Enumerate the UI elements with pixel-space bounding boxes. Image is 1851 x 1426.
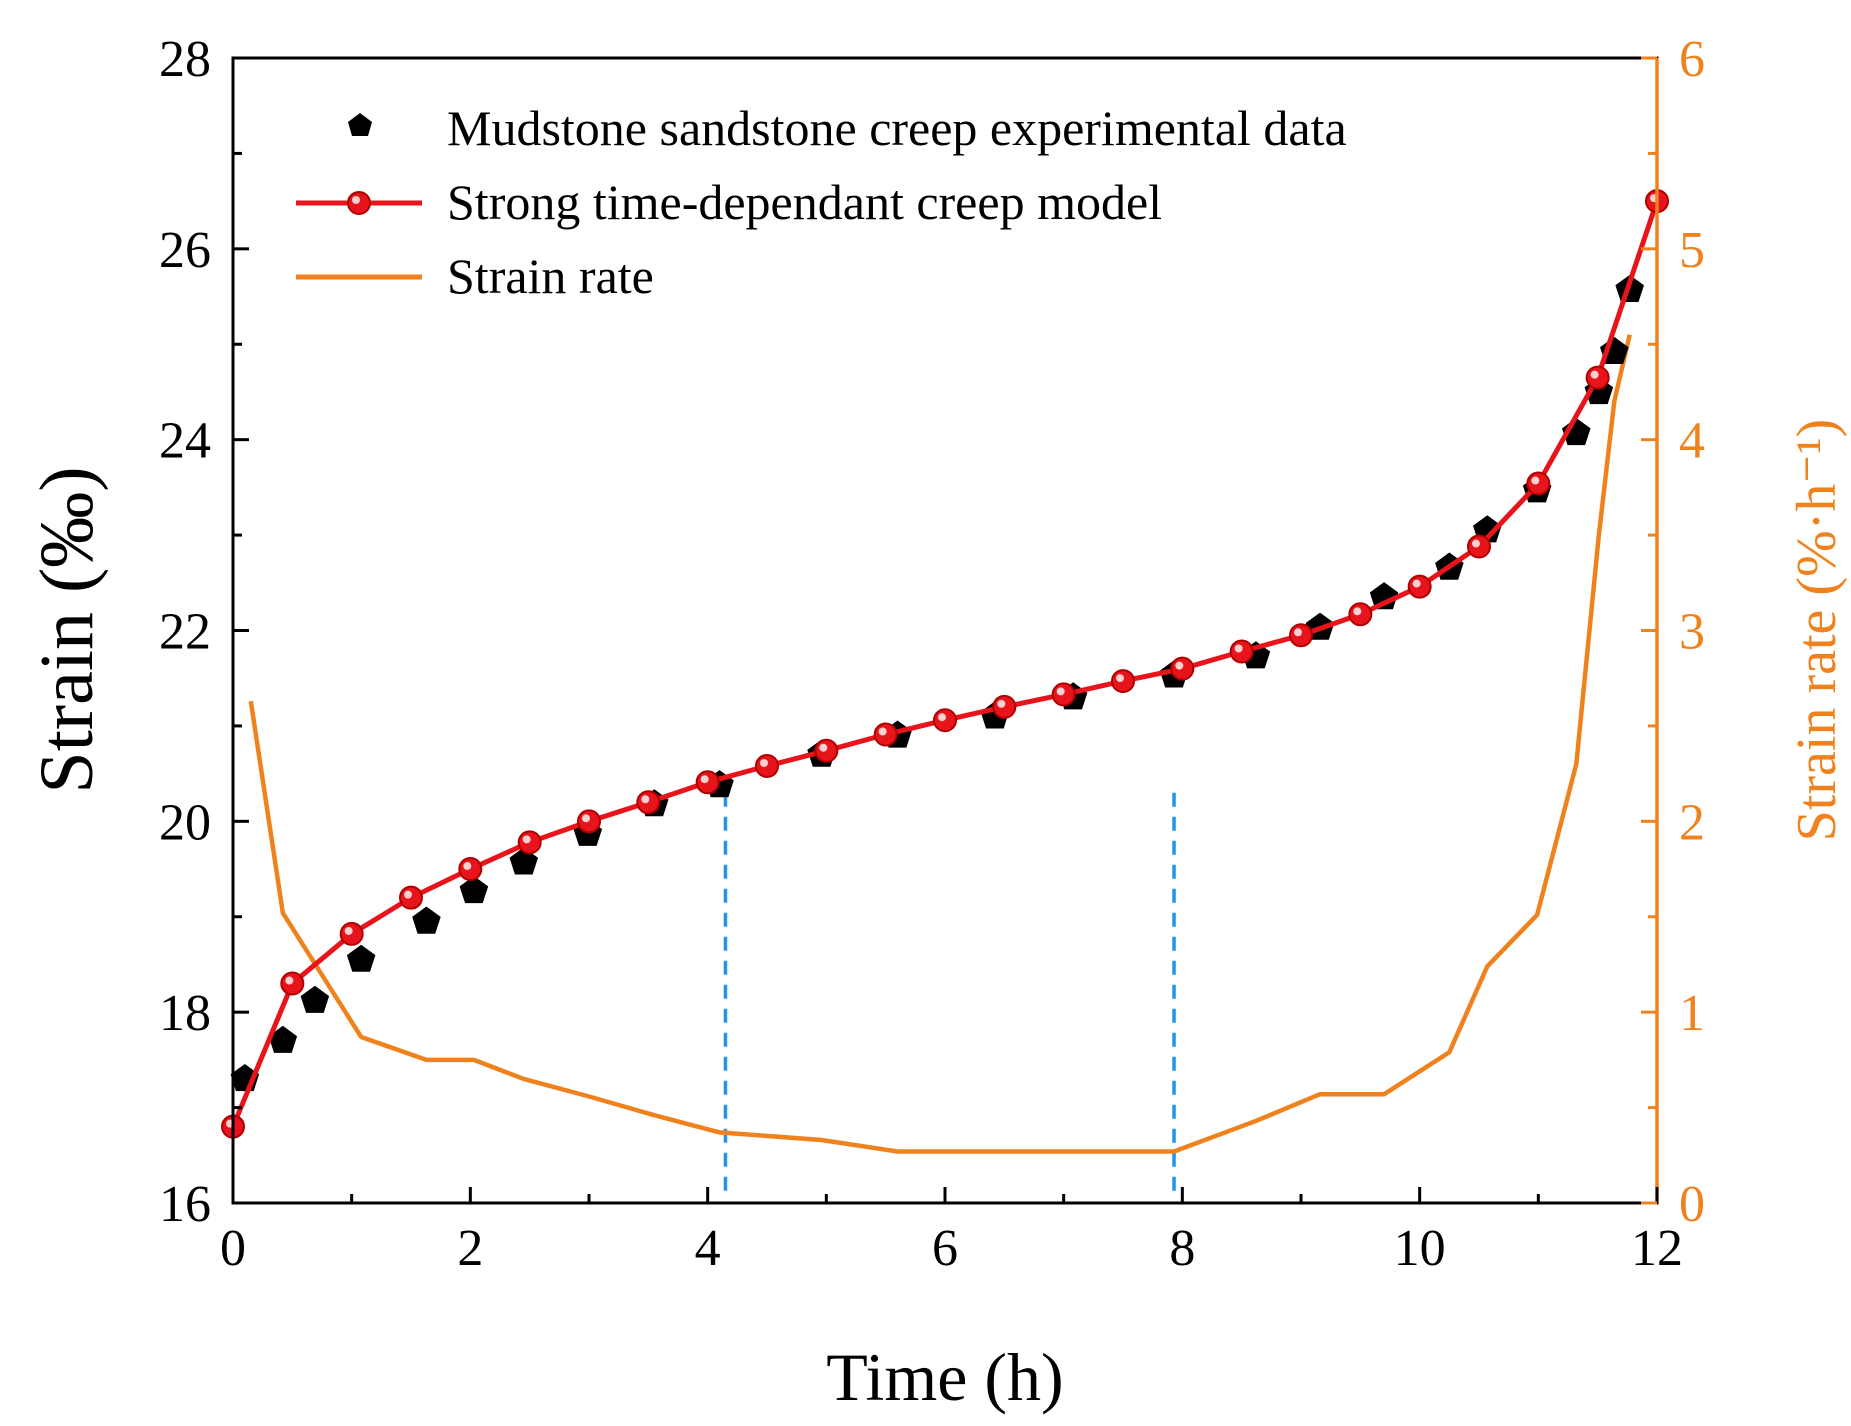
x-tick-label: 4 xyxy=(695,1220,721,1277)
data-point-model-highlight xyxy=(819,743,828,752)
y2-tick-label: 3 xyxy=(1679,604,1705,661)
data-point-model xyxy=(517,830,542,855)
plot-content xyxy=(221,189,1669,1195)
data-point-experimental xyxy=(300,985,330,1013)
data-point-model xyxy=(1526,471,1551,496)
series-line-strain-rate xyxy=(248,334,1632,1154)
data-point-model-highlight xyxy=(522,835,531,844)
data-point-model-highlight xyxy=(344,926,353,935)
y2-tick-label: 4 xyxy=(1679,413,1705,470)
data-point-model-highlight xyxy=(582,814,590,823)
y-axis-label: Strain (‰) xyxy=(25,466,109,793)
data-point-model-highlight xyxy=(1056,687,1065,696)
y-tick-label: 16 xyxy=(159,1176,211,1233)
legend: Mudstone sandstone creep experimental da… xyxy=(296,100,1347,304)
data-point-model-highlight xyxy=(1531,476,1540,485)
legend-marker-model-highlight xyxy=(352,196,360,204)
data-point-model-highlight xyxy=(760,758,768,767)
y-tick-label: 22 xyxy=(159,604,211,661)
legend-symbol-experimental xyxy=(348,113,372,136)
y2-tick-label: 0 xyxy=(1679,1176,1705,1233)
legend-marker-model xyxy=(347,191,371,215)
data-point-model xyxy=(280,971,305,996)
data-point-model-highlight xyxy=(878,727,887,736)
data-point-model-highlight xyxy=(1412,579,1421,588)
x-tick-label: 10 xyxy=(1394,1220,1446,1277)
data-point-model xyxy=(1111,669,1135,694)
data-point-model-highlight xyxy=(1234,644,1243,653)
y-tick-label: 28 xyxy=(159,31,211,88)
y-tick-label: 20 xyxy=(159,794,211,851)
y-axis: 16 18 20 22 24 26 28 xyxy=(159,31,249,1233)
data-point-model xyxy=(339,921,364,946)
data-point-model xyxy=(933,708,957,733)
y2-tick-label: 6 xyxy=(1679,31,1705,88)
data-point-model xyxy=(636,790,661,815)
data-point-model xyxy=(695,770,720,795)
y-tick-label: 18 xyxy=(159,985,211,1042)
data-point-model-highlight xyxy=(1353,607,1362,616)
data-point-model xyxy=(755,753,779,778)
data-point-model-highlight xyxy=(1472,539,1480,548)
x-tick-label: 12 xyxy=(1631,1220,1683,1277)
data-point-model xyxy=(399,885,423,910)
data-point-model-highlight xyxy=(1294,628,1302,637)
x-tick-label: 2 xyxy=(457,1220,483,1277)
x-tick-label: 8 xyxy=(1169,1220,1195,1277)
y-tick-label: 26 xyxy=(159,222,211,279)
data-point-model xyxy=(458,857,483,882)
data-point-model-highlight xyxy=(997,699,1006,708)
data-point-model-highlight xyxy=(1590,370,1599,379)
y2-tick-label: 5 xyxy=(1679,222,1705,279)
y2-axis-label: Strain rate (%·h⁻¹) xyxy=(1786,419,1848,842)
data-point-experimental xyxy=(346,944,376,972)
legend-label-strain-rate: Strain rate xyxy=(447,248,654,304)
x-tick-label: 0 xyxy=(220,1220,246,1277)
y2-tick-label: 1 xyxy=(1679,985,1705,1042)
data-point-model-highlight xyxy=(285,976,294,985)
data-point-model xyxy=(1585,365,1610,390)
data-point-experimental xyxy=(412,906,441,934)
data-point-model-highlight xyxy=(1175,661,1184,670)
series-line-model xyxy=(230,200,1660,1128)
data-point-model xyxy=(1467,534,1491,559)
data-point-model-highlight xyxy=(700,775,709,784)
data-point-model xyxy=(1407,574,1432,599)
data-point-experimental xyxy=(268,1025,298,1053)
legend-label-model: Strong time-dependant creep model xyxy=(447,174,1162,230)
data-point-model-highlight xyxy=(463,862,472,871)
data-point-model xyxy=(814,738,839,763)
x-axis: 0 2 4 6 8 10 12 xyxy=(220,1187,1683,1277)
data-point-model xyxy=(1348,602,1373,627)
data-point-model-highlight xyxy=(938,713,946,722)
data-point-model-highlight xyxy=(404,890,412,899)
y2-axis: 0 1 2 3 4 5 6 xyxy=(1641,31,1705,1233)
data-point-experimental xyxy=(459,876,489,904)
y2-tick-label: 2 xyxy=(1679,794,1705,851)
data-point-model xyxy=(577,809,601,834)
data-point-model-highlight xyxy=(641,795,650,804)
x-tick-label: 6 xyxy=(932,1220,958,1277)
y-tick-label: 24 xyxy=(159,413,211,470)
data-point-model xyxy=(873,722,898,747)
data-point-model-highlight xyxy=(1116,674,1124,683)
data-point-model xyxy=(1229,639,1254,664)
data-point-model xyxy=(1051,682,1076,707)
data-point-model xyxy=(1170,656,1195,681)
data-point-model xyxy=(1289,623,1313,648)
legend-label-experimental: Mudstone sandstone creep experimental da… xyxy=(447,100,1347,156)
data-point-model xyxy=(992,694,1017,719)
x-axis-label: Time (h) xyxy=(826,1339,1063,1415)
